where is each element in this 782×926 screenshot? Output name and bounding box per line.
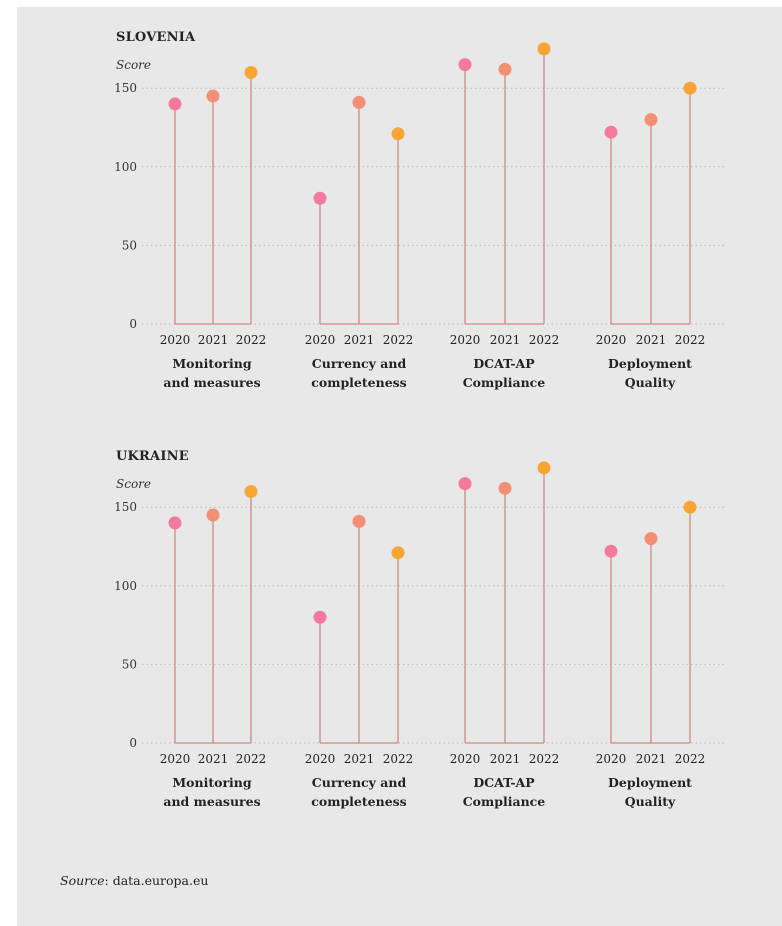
year-tick-label: 2021 (636, 333, 667, 347)
category-label: Deployment (608, 775, 692, 790)
y-tick-label: 100 (114, 160, 137, 174)
category-label: and measures (163, 375, 260, 390)
lollipop-dot (604, 544, 618, 558)
year-tick-label: 2021 (490, 333, 521, 347)
source-text: : data.europa.eu (104, 873, 209, 888)
lollipop-dot (206, 508, 220, 522)
lollipop-dot (168, 516, 182, 530)
y-axis-label: Score (116, 477, 152, 491)
year-tick-label: 2020 (305, 752, 336, 766)
lollipop-dot (206, 89, 220, 103)
lollipop-dot (458, 58, 472, 72)
lollipop-dot (644, 113, 658, 127)
category-label: Quality (625, 794, 676, 809)
plot-area: 0 50 100 150 2020 2021 2022 Monitoring and measu… (114, 42, 727, 390)
category-label: Monitoring (172, 356, 252, 371)
year-tick-label: 2020 (305, 333, 336, 347)
y-tick-label: 150 (114, 500, 137, 514)
plot-area: 0 50 100 150 2020 2021 2022 Monitoring and measu… (114, 461, 727, 809)
lollipop-dot (498, 62, 512, 76)
year-tick-label: 2020 (596, 752, 627, 766)
year-tick-label: 2020 (160, 752, 191, 766)
category-label: Compliance (463, 375, 546, 390)
category-label: Compliance (463, 794, 546, 809)
lollipop-dot (352, 95, 366, 109)
year-tick-label: 2020 (450, 752, 481, 766)
year-tick-label: 2021 (490, 752, 521, 766)
chart-slovenia: SLOVENIA Score 0 50 100 150 2020 2021 2022 Moni… (17, 7, 782, 407)
year-tick-label: 2022 (675, 752, 706, 766)
y-tick-label: 0 (129, 317, 137, 331)
category-label: completeness (311, 794, 406, 809)
y-tick-label: 150 (114, 81, 137, 95)
lollipop-dot (244, 484, 258, 498)
source-note: Source: data.europa.eu (60, 873, 208, 888)
category-label: DCAT-AP (473, 356, 535, 371)
category-label: Quality (625, 375, 676, 390)
y-tick-label: 100 (114, 579, 137, 593)
year-tick-label: 2020 (160, 333, 191, 347)
year-tick-label: 2022 (236, 333, 267, 347)
lollipop-dot (683, 81, 697, 95)
year-tick-label: 2022 (675, 333, 706, 347)
y-axis-label: Score (116, 58, 152, 72)
category-label: Deployment (608, 356, 692, 371)
chart-title: SLOVENIA (116, 30, 196, 45)
figure-panel: SLOVENIA Score 0 50 100 150 2020 2021 2022 Moni… (17, 7, 782, 926)
category-label: and measures (163, 794, 260, 809)
year-tick-label: 2021 (636, 752, 667, 766)
lollipop-dot (498, 481, 512, 495)
lollipop-dot (537, 42, 551, 56)
category-label: completeness (311, 375, 406, 390)
year-tick-label: 2021 (198, 752, 229, 766)
year-tick-label: 2020 (450, 333, 481, 347)
lollipop-dot (391, 127, 405, 141)
lollipop-dot (352, 514, 366, 528)
year-tick-label: 2021 (198, 333, 229, 347)
y-tick-label: 50 (122, 657, 137, 671)
chart-title: UKRAINE (116, 449, 189, 464)
chart-ukraine: UKRAINE Score 0 50 100 150 2020 2021 2022 Monit… (17, 426, 782, 826)
lollipop-dot (644, 532, 658, 546)
lollipop-dot (313, 191, 327, 205)
lollipop-dot (168, 97, 182, 111)
year-tick-label: 2021 (344, 752, 375, 766)
lollipop-dot (537, 461, 551, 475)
year-tick-label: 2020 (596, 333, 627, 347)
lollipop-dot (313, 610, 327, 624)
y-tick-label: 50 (122, 238, 137, 252)
category-label: DCAT-AP (473, 775, 535, 790)
lollipop-dot (458, 477, 472, 491)
year-tick-label: 2022 (529, 752, 560, 766)
lollipop-dot (604, 125, 618, 139)
lollipop-dot (683, 500, 697, 514)
year-tick-label: 2022 (236, 752, 267, 766)
year-tick-label: 2022 (383, 752, 414, 766)
source-label: Source (60, 873, 105, 888)
category-label: Monitoring (172, 775, 252, 790)
category-label: Currency and (312, 775, 407, 790)
lollipop-dot (391, 546, 405, 560)
year-tick-label: 2022 (383, 333, 414, 347)
category-label: Currency and (312, 356, 407, 371)
year-tick-label: 2021 (344, 333, 375, 347)
y-tick-label: 0 (129, 736, 137, 750)
year-tick-label: 2022 (529, 333, 560, 347)
lollipop-dot (244, 65, 258, 79)
